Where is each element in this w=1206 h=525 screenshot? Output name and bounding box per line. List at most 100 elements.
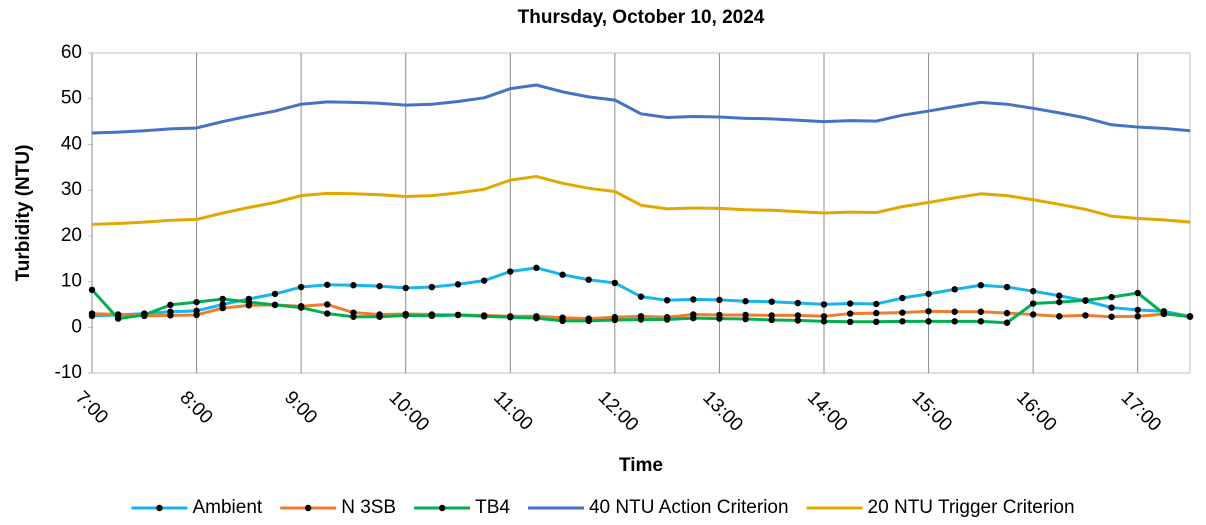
data-point — [1108, 304, 1115, 311]
data-point — [1134, 306, 1141, 314]
data-point — [663, 297, 671, 304]
data-point — [297, 304, 305, 311]
x-tick-label: 14:00 — [803, 387, 851, 435]
y-tick-label: 0 — [71, 316, 82, 337]
legend-marker — [304, 504, 312, 512]
legend-item: Ambient — [131, 497, 263, 518]
x-tick-label: 7:00 — [71, 387, 112, 428]
legend-label: N 3SB — [341, 497, 396, 518]
y-tick-label: 60 — [61, 42, 82, 63]
legend-label: Ambient — [192, 497, 262, 518]
data-point — [533, 314, 540, 322]
data-point — [716, 296, 723, 304]
data-point — [820, 313, 828, 320]
data-point — [951, 308, 958, 315]
data-point — [820, 318, 828, 325]
legend-item: N 3SB — [280, 497, 396, 518]
data-point — [376, 282, 383, 290]
y-tick-label: 30 — [61, 179, 82, 200]
y-axis-label: Turbidity (NTU) — [13, 145, 34, 282]
data-point — [324, 301, 331, 308]
series-line — [91, 83, 1191, 135]
y-tick-label: 50 — [61, 88, 82, 109]
data-point — [820, 301, 828, 308]
data-point — [428, 283, 436, 291]
data-point — [663, 316, 671, 323]
legend-marker — [438, 504, 446, 512]
data-point — [1186, 313, 1194, 320]
data-point — [585, 276, 592, 283]
data-point — [141, 311, 148, 319]
data-point — [925, 290, 932, 298]
x-tick-label: 8:00 — [175, 387, 216, 428]
legend-label: 40 NTU Action Criterion — [589, 497, 789, 518]
legend: Ambient N 3SB TB4 40 NTU Action Criterion 20… — [131, 497, 1075, 518]
data-point — [350, 313, 357, 320]
data-point — [1029, 287, 1037, 295]
y-tick-label: 20 — [61, 225, 82, 246]
data-point — [637, 293, 645, 300]
data-point — [925, 318, 932, 325]
data-point — [1082, 297, 1089, 304]
data-point — [297, 283, 305, 291]
data-point — [899, 318, 906, 325]
x-tick-label: 13:00 — [698, 387, 746, 435]
data-point — [480, 313, 488, 320]
data-point — [1134, 313, 1141, 320]
data-point — [193, 311, 200, 319]
data-point — [1029, 300, 1037, 307]
data-point — [611, 279, 619, 287]
data-point — [480, 277, 488, 284]
data-point — [1108, 293, 1115, 301]
y-tick-label: 10 — [61, 271, 82, 292]
data-point — [794, 317, 802, 324]
data-point — [271, 301, 279, 309]
data-point — [1082, 312, 1089, 319]
data-point — [977, 308, 985, 315]
x-tick-label: 17:00 — [1117, 387, 1165, 435]
data-point — [899, 294, 906, 302]
data-point — [1160, 310, 1168, 317]
data-point — [88, 310, 96, 317]
data-point — [454, 281, 462, 288]
legend-item: 40 NTU Action Criterion — [527, 497, 789, 518]
data-point — [1003, 283, 1011, 291]
data-point — [1029, 311, 1037, 318]
data-point — [742, 315, 749, 323]
x-tick-label: 9:00 — [280, 387, 321, 428]
data-point — [716, 315, 723, 322]
legend-label: TB4 — [475, 497, 510, 518]
data-point — [271, 290, 279, 298]
data-point — [507, 268, 514, 275]
data-point — [324, 310, 331, 317]
data-point — [846, 318, 854, 325]
data-point — [977, 282, 985, 289]
chart-title: Thursday, October 10, 2024 — [518, 7, 765, 28]
data-point — [114, 315, 122, 322]
data-point — [533, 264, 540, 272]
data-point — [951, 318, 958, 325]
x-tick-label: 16:00 — [1012, 387, 1060, 435]
data-point — [768, 316, 775, 324]
data-point — [245, 298, 253, 306]
data-point — [193, 298, 200, 306]
data-point — [324, 281, 331, 288]
data-point — [428, 312, 436, 320]
data-point — [1056, 292, 1063, 299]
data-point — [219, 304, 226, 312]
x-tick-label: 12:00 — [594, 387, 642, 435]
x-axis-label: Time — [619, 455, 663, 476]
data-point — [1056, 313, 1063, 320]
data-point — [507, 314, 514, 321]
data-point — [925, 308, 932, 315]
data-point — [873, 318, 880, 325]
data-point — [873, 309, 880, 317]
data-point — [1108, 313, 1115, 320]
data-point — [768, 298, 775, 305]
x-tick-label: 11:00 — [489, 387, 536, 434]
y-tick-label: -10 — [55, 362, 82, 383]
x-tick-label: 10:00 — [385, 387, 433, 435]
data-point — [350, 282, 357, 289]
data-point — [1134, 289, 1141, 297]
